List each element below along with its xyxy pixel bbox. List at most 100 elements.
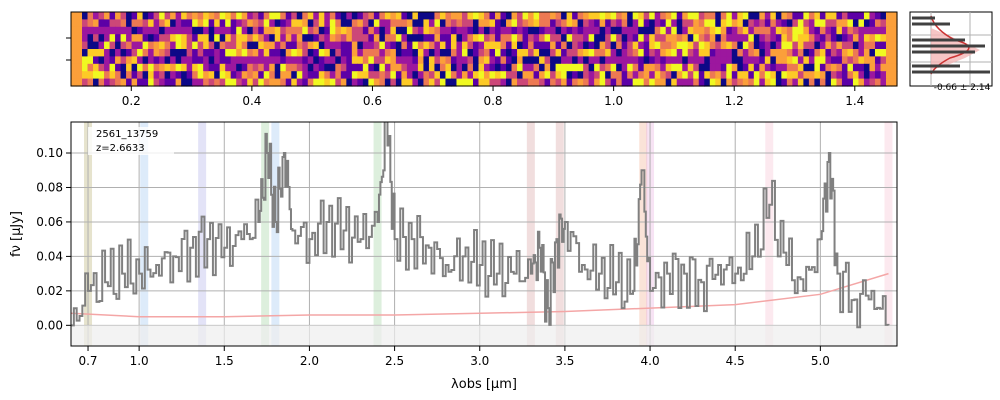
heatmap-cell — [599, 26, 606, 35]
heatmap-cell — [891, 71, 898, 80]
heatmap-cell — [572, 26, 579, 35]
heatmap-cell — [522, 49, 529, 57]
heatmap-cell — [186, 56, 193, 65]
heatmap-cell — [720, 41, 727, 50]
heatmap-cell — [665, 78, 672, 87]
heatmap-cell — [291, 63, 298, 72]
heatmap-cell — [412, 12, 419, 20]
heatmap-cell — [197, 71, 204, 80]
heatmap-cell — [230, 71, 237, 80]
heatmap-cell — [621, 34, 628, 43]
heatmap-cell — [247, 12, 254, 20]
heatmap-cell — [263, 34, 270, 43]
heatmap-cell — [660, 41, 667, 50]
heatmap-cell — [830, 34, 838, 43]
heatmap-cell — [825, 63, 832, 72]
heatmap-cell — [368, 41, 375, 50]
heatmap-cell — [594, 34, 601, 43]
heatmap-cell — [280, 12, 287, 20]
heatmap-cell — [450, 78, 458, 87]
heatmap-cell — [594, 78, 601, 87]
heatmap-cell — [192, 56, 199, 65]
heatmap-cell — [445, 56, 452, 65]
heatmap-cell — [401, 26, 408, 35]
heatmap-cell — [775, 63, 782, 72]
heatmap-cell — [599, 12, 606, 20]
heatmap-cell — [115, 56, 122, 65]
heatmap-cell — [263, 78, 270, 87]
heatmap-cell — [737, 56, 744, 65]
heatmap-cell — [792, 26, 799, 35]
heatmap-cell — [764, 34, 771, 43]
heatmap-cell — [340, 34, 347, 43]
heatmap-cell — [428, 12, 436, 20]
heatmap-cell — [373, 49, 380, 57]
heatmap-cell — [583, 19, 590, 28]
heatmap-cell — [428, 63, 436, 72]
heatmap-cell — [467, 49, 474, 57]
heatmap-cell — [252, 71, 259, 80]
heatmap-cell — [241, 19, 248, 28]
heatmap-cell — [605, 41, 612, 50]
heatmap-cell — [247, 78, 254, 87]
heatmap-cell — [104, 63, 111, 72]
heatmap-cell — [291, 12, 298, 20]
heatmap-cell — [528, 19, 535, 28]
heatmap-cell — [115, 26, 122, 35]
heatmap-cell — [236, 49, 243, 57]
heatmap-cell — [181, 78, 188, 87]
heatmap-cell — [726, 19, 733, 28]
heatmap-cell — [379, 34, 386, 43]
heatmap-cell — [715, 41, 722, 50]
heatmap-cell — [269, 56, 276, 65]
heatmap-cell — [302, 19, 309, 28]
heatmap-cell — [170, 34, 177, 43]
heatmap-cell — [489, 78, 496, 87]
heatmap-cell — [148, 12, 155, 20]
spectrum-1d-panel: 0.7 1.0 1.5 2.0 2.5 3.0 3.5 4.0 4.5 5.0 0.000.020… — [9, 121, 898, 392]
heatmap-cell — [687, 71, 694, 80]
heatmap-cell — [395, 19, 402, 28]
heatmap-cell — [792, 49, 799, 57]
heatmap-cell — [550, 49, 557, 57]
heatmap-cell — [329, 56, 336, 65]
line-marker — [198, 122, 207, 346]
heatmap-cell — [307, 41, 314, 50]
heatmap-cell — [517, 26, 524, 35]
heatmap-cell — [258, 34, 265, 43]
heatmap-cell — [852, 63, 860, 72]
heatmap-cell — [830, 71, 838, 80]
heatmap-cell — [566, 49, 573, 57]
heatmap-cell — [76, 56, 83, 65]
heatmap-cell — [742, 12, 749, 20]
heatmap-cell — [874, 34, 882, 43]
heatmap-cell — [137, 49, 144, 57]
heatmap-cell — [192, 19, 199, 28]
x-tick-label: 1.0 — [130, 354, 149, 368]
heatmap-cell — [373, 78, 380, 87]
heatmap-cell — [131, 19, 138, 28]
heatmap-cell — [627, 56, 634, 65]
heatmap-cell — [852, 56, 860, 65]
heatmap-cell — [126, 56, 133, 65]
heatmap-cell — [362, 12, 369, 20]
heatmap-cell — [566, 56, 573, 65]
heatmap-cell — [599, 41, 606, 50]
heatmap-cell — [434, 19, 441, 28]
heatmap-cell — [291, 26, 298, 35]
heatmap-cell — [258, 56, 265, 65]
heatmap-cell — [478, 26, 485, 35]
heatmap-cell — [880, 19, 887, 28]
heatmap-cell — [258, 19, 265, 28]
heatmap-cell — [434, 34, 441, 43]
heatmap-cell — [214, 41, 221, 50]
heatmap-cell — [98, 19, 105, 28]
heatmap-cell — [583, 12, 590, 20]
heatmap-cell — [236, 78, 243, 87]
heatmap-cell — [120, 56, 127, 65]
heatmap-cell — [87, 19, 94, 28]
heatmap-cell — [252, 78, 259, 87]
heatmap-cell — [863, 49, 871, 57]
heatmap-cell — [764, 26, 771, 35]
heatmap-cell — [302, 78, 309, 87]
